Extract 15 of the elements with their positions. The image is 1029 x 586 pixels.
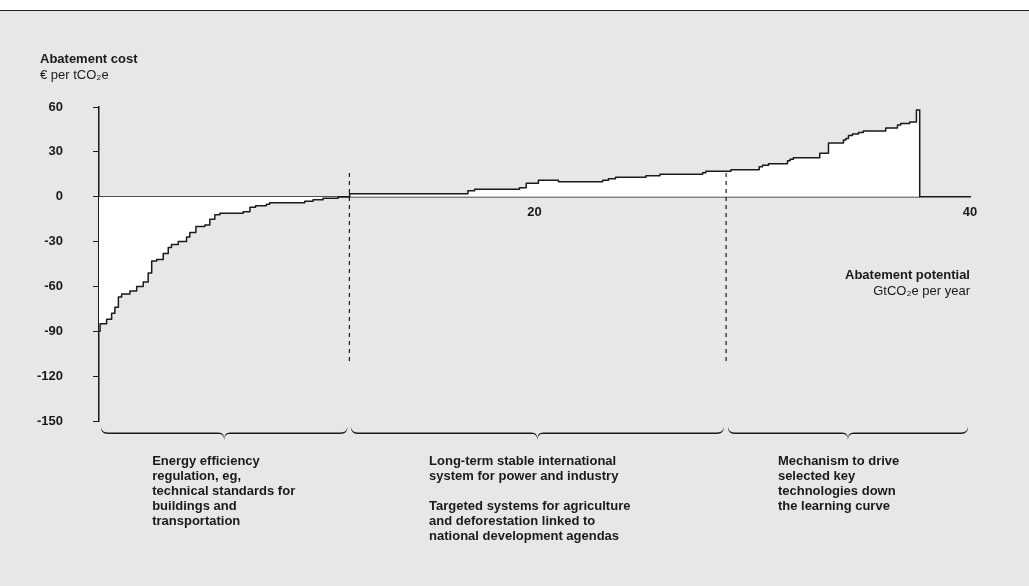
- y-tick-label: -120: [36, 367, 63, 383]
- text: Long-term stable international system for power and industry Targeted systems for agriculture and deforestation linked to national development agendas: [429, 453, 632, 543]
- y-tick-label: -30: [44, 233, 63, 249]
- x-tick-label: 20: [527, 204, 542, 220]
- text: Energy efficiency regulation, eg, technical standards for buildings and transportation: [152, 453, 297, 528]
- y-tick-label: -90: [44, 322, 63, 338]
- y-tick-label: 30: [48, 143, 63, 159]
- x-axis-title: Abatement potential GtCO₂e per year: [845, 267, 970, 300]
- text: Mechanism to drive selected key technologies down the learning curve: [777, 453, 901, 513]
- y-tick-label: 0: [55, 188, 63, 204]
- y-tick-label: 60: [48, 98, 63, 114]
- x-tick-label: 40: [962, 204, 978, 220]
- y-tick-label: -60: [44, 278, 63, 294]
- y-axis-title: Abatement cost € per tCO₂e: [40, 51, 138, 83]
- y-tick-label: -150: [36, 412, 63, 428]
